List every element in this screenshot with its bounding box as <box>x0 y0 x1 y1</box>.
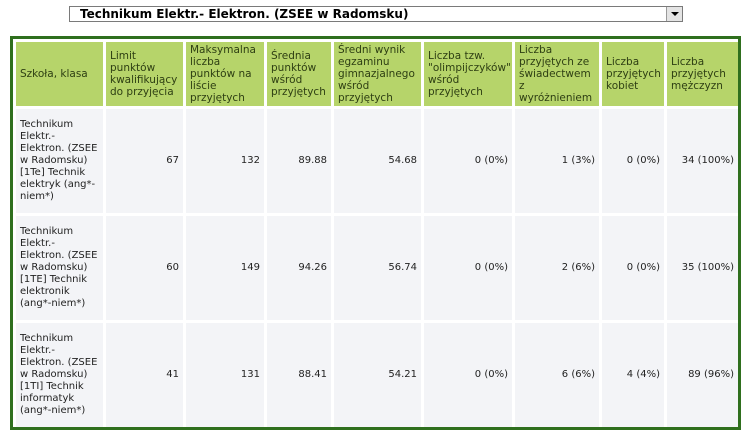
cell-honors: 2 (6%) <box>515 216 599 320</box>
cell-school-class: Technikum Elektr.- Elektron. (ZSEE w Rad… <box>16 109 103 213</box>
cell-olympians: 0 (0%) <box>424 216 512 320</box>
cell-men: 34 (100%) <box>667 109 738 213</box>
cell-max-points: 149 <box>186 216 264 320</box>
dropdown-button[interactable] <box>666 7 682 21</box>
cell-school-class: Technikum Elektr.- Elektron. (ZSEE w Rad… <box>16 323 103 427</box>
cell-avg-exam: 54.68 <box>334 109 421 213</box>
cell-avg-exam: 56.74 <box>334 216 421 320</box>
header-max-points: Maksymalna liczba punktów na liście przy… <box>186 42 264 106</box>
header-men: Liczba przyjętych mężczyzn <box>667 42 738 106</box>
cell-max-points: 131 <box>186 323 264 427</box>
cell-honors: 1 (3%) <box>515 109 599 213</box>
cell-honors: 6 (6%) <box>515 323 599 427</box>
cell-avg-points: 94.26 <box>267 216 331 320</box>
cell-women: 4 (4%) <box>602 323 664 427</box>
cell-point-limit: 60 <box>106 216 183 320</box>
cell-men: 35 (100%) <box>667 216 738 320</box>
results-table: Szkoła, klasa Limit punktów kwalifikując… <box>13 39 741 430</box>
cell-point-limit: 41 <box>106 323 183 427</box>
school-select-value: Technikum Elektr.- Elektron. (ZSEE w Rad… <box>80 7 409 21</box>
header-olympians: Liczba tzw. "olimpijczyków" wśród przyję… <box>424 42 512 106</box>
cell-avg-exam: 54.21 <box>334 323 421 427</box>
header-point-limit: Limit punktów kwalifikujący do przyjęcia <box>106 42 183 106</box>
table-row: Technikum Elektr.- Elektron. (ZSEE w Rad… <box>16 216 738 320</box>
cell-school-class: Technikum Elektr.- Elektron. (ZSEE w Rad… <box>16 216 103 320</box>
table-row: Technikum Elektr.- Elektron. (ZSEE w Rad… <box>16 109 738 213</box>
header-women: Liczba przyjętych kobiet <box>602 42 664 106</box>
results-table-container: Szkoła, klasa Limit punktów kwalifikując… <box>10 36 741 430</box>
header-honors: Liczba przyjętych ze świadectwem z wyróż… <box>515 42 599 106</box>
header-avg-exam: Średni wynik egzaminu gimnazjalnego wśró… <box>334 42 421 106</box>
cell-avg-points: 88.41 <box>267 323 331 427</box>
school-select[interactable]: Technikum Elektr.- Elektron. (ZSEE w Rad… <box>69 6 683 22</box>
cell-olympians: 0 (0%) <box>424 109 512 213</box>
cell-women: 0 (0%) <box>602 216 664 320</box>
header-school-class: Szkoła, klasa <box>16 42 103 106</box>
cell-avg-points: 89.88 <box>267 109 331 213</box>
chevron-down-icon <box>671 12 679 16</box>
cell-max-points: 132 <box>186 109 264 213</box>
table-row: Technikum Elektr.- Elektron. (ZSEE w Rad… <box>16 323 738 427</box>
cell-men: 89 (96%) <box>667 323 738 427</box>
cell-women: 0 (0%) <box>602 109 664 213</box>
cell-olympians: 0 (0%) <box>424 323 512 427</box>
header-row: Szkoła, klasa Limit punktów kwalifikując… <box>16 42 738 106</box>
cell-point-limit: 67 <box>106 109 183 213</box>
header-avg-points: Średnia punktów wśród przyjętych <box>267 42 331 106</box>
